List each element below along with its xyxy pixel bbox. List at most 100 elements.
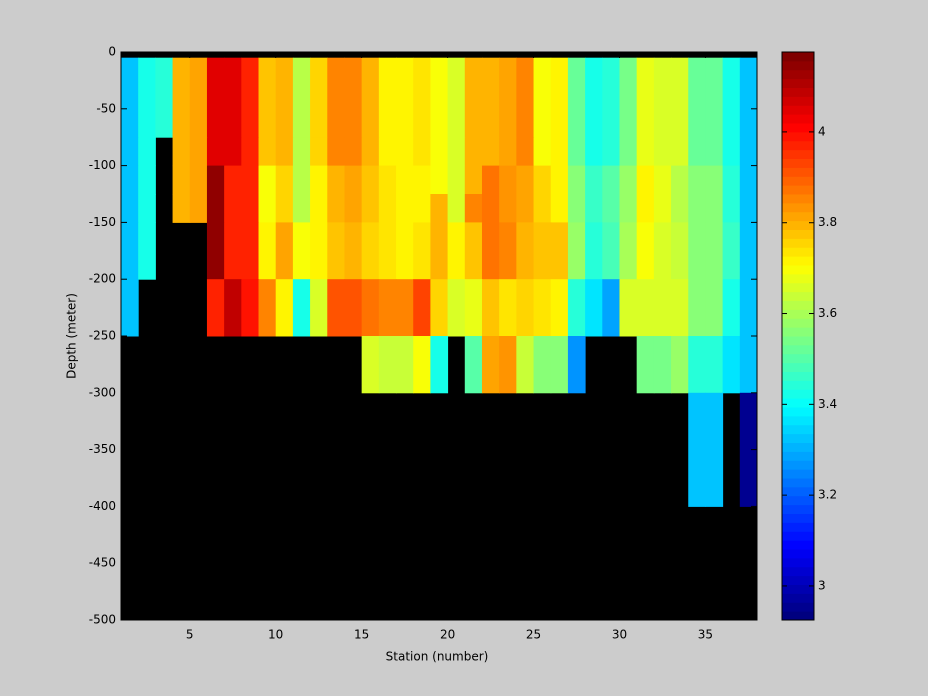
colorbar-swatch bbox=[782, 78, 814, 88]
colorbar-swatch bbox=[782, 185, 814, 195]
cell bbox=[653, 194, 672, 223]
cell bbox=[121, 137, 139, 167]
colorbar-swatch bbox=[782, 442, 814, 452]
cell bbox=[636, 222, 655, 280]
cell bbox=[206, 57, 225, 138]
cell bbox=[206, 137, 225, 167]
cell bbox=[688, 336, 706, 394]
cell bbox=[739, 222, 758, 280]
colorbar-swatch bbox=[782, 424, 814, 435]
cell bbox=[619, 194, 638, 223]
cell bbox=[550, 137, 569, 167]
cell bbox=[396, 336, 414, 394]
cell bbox=[653, 165, 672, 195]
y-tick-label: -500 bbox=[89, 613, 116, 627]
colorbar-swatch bbox=[782, 211, 814, 222]
cell bbox=[224, 57, 242, 138]
cell bbox=[396, 194, 414, 223]
cell bbox=[121, 279, 139, 337]
cell bbox=[121, 222, 139, 280]
cell bbox=[619, 279, 638, 337]
cell bbox=[499, 57, 517, 138]
y-tick-label: -450 bbox=[89, 556, 116, 570]
colorbar-swatch bbox=[782, 256, 814, 266]
cell bbox=[121, 165, 139, 195]
cell bbox=[585, 57, 603, 138]
cell bbox=[567, 194, 586, 223]
colorbar-swatch bbox=[782, 478, 814, 488]
cell bbox=[413, 222, 431, 280]
cell bbox=[464, 336, 483, 394]
cell bbox=[430, 194, 449, 223]
cell bbox=[292, 194, 311, 223]
y-tick-label: -200 bbox=[89, 272, 116, 286]
cell bbox=[361, 279, 380, 337]
cell bbox=[688, 165, 706, 195]
colorbar-swatch bbox=[782, 131, 814, 142]
cell bbox=[550, 279, 569, 337]
cell bbox=[722, 279, 741, 337]
cell bbox=[241, 165, 260, 195]
cell bbox=[585, 222, 603, 280]
colorbar-tick-label: 3.8 bbox=[818, 215, 837, 229]
cell bbox=[344, 194, 363, 223]
cell bbox=[636, 279, 655, 337]
colorbar-swatch bbox=[782, 176, 814, 186]
cell bbox=[396, 222, 414, 280]
cell bbox=[481, 279, 500, 337]
cell bbox=[292, 165, 311, 195]
cell bbox=[292, 57, 311, 138]
cell bbox=[258, 57, 277, 138]
cell bbox=[447, 279, 466, 337]
cell bbox=[430, 57, 449, 138]
cell bbox=[413, 336, 431, 394]
cell bbox=[705, 336, 724, 394]
cell bbox=[722, 57, 741, 138]
cell bbox=[722, 194, 741, 223]
cell bbox=[378, 165, 397, 195]
cell bbox=[602, 137, 620, 167]
cell bbox=[671, 194, 689, 223]
cell bbox=[413, 279, 431, 337]
x-tick-label: 20 bbox=[440, 628, 455, 642]
cell bbox=[344, 57, 363, 138]
colorbar-swatch bbox=[782, 433, 814, 443]
cell bbox=[739, 336, 758, 394]
cell bbox=[516, 336, 535, 394]
cell bbox=[481, 137, 500, 167]
cell bbox=[361, 165, 380, 195]
x-tick-label: 35 bbox=[698, 628, 713, 642]
cell bbox=[653, 279, 672, 337]
colorbar-swatch bbox=[782, 202, 814, 213]
cell bbox=[533, 336, 552, 394]
x-tick-label: 5 bbox=[186, 628, 194, 642]
cell bbox=[481, 336, 500, 394]
y-tick-label: -100 bbox=[89, 158, 116, 172]
y-tick-label: -250 bbox=[89, 329, 116, 343]
colorbar-tick-label: 4 bbox=[818, 124, 826, 138]
axes-frame bbox=[120, 51, 758, 621]
cell bbox=[705, 137, 724, 167]
colorbar-swatch bbox=[782, 407, 814, 417]
cell bbox=[224, 222, 242, 280]
cell bbox=[241, 194, 260, 223]
cell bbox=[464, 194, 483, 223]
colorbar-swatch bbox=[782, 291, 814, 301]
cell bbox=[396, 57, 414, 138]
colorbar-swatch bbox=[782, 602, 814, 612]
cell bbox=[224, 279, 242, 337]
colorbar-swatch bbox=[782, 344, 814, 355]
cell bbox=[550, 57, 569, 138]
colorbar-swatch bbox=[782, 362, 814, 372]
cell bbox=[138, 57, 156, 138]
cell bbox=[224, 194, 242, 223]
colorbar-swatch bbox=[782, 336, 814, 346]
colorbar-swatch bbox=[782, 247, 814, 257]
cell bbox=[138, 222, 156, 280]
cell bbox=[567, 165, 586, 195]
colorbar-swatch bbox=[782, 149, 814, 159]
cell bbox=[739, 165, 758, 195]
cell bbox=[499, 137, 517, 167]
cell bbox=[619, 57, 638, 138]
colorbar-swatch bbox=[782, 584, 814, 594]
